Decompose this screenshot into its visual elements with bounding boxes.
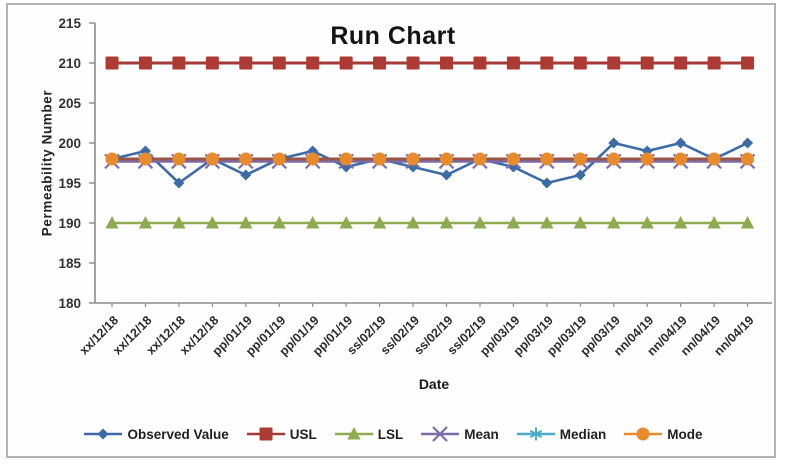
legend-item-mean: Mean [420,425,499,443]
legend-item-usl: USL [246,425,317,443]
legend-label-usl: USL [289,426,317,442]
series-lsl [105,216,755,229]
legend-label-mode: Mode [667,426,703,442]
legend-asterisk-icon [516,427,555,441]
legend-circle-icon [624,427,663,441]
legend-diamond-icon [84,428,123,440]
legend-triangle-icon [334,427,373,440]
legend-square-icon [246,427,285,441]
y-tick-label: 215 [58,16,81,31]
y-tick-label: 180 [58,296,81,311]
legend-label-median: Median [559,426,607,442]
legend-x-icon [421,426,460,442]
series-observed-value [106,137,754,189]
chart-frame [6,3,776,458]
series-usl [105,56,755,70]
y-tick-label: 210 [58,56,81,71]
legend-label-lsl: LSL [377,426,404,442]
x-axis-title: Date [418,376,450,392]
chart-title: Run Chart [330,22,456,50]
series-mode [105,152,755,166]
legend-item-observed-value: Observed Value [83,425,229,443]
legend-item-median: Median [516,425,607,443]
chart-legend: Observed Value USL LSL Mean Median Mode [7,425,779,443]
legend-item-mode: Mode [623,425,703,443]
y-tick-label: 200 [58,136,81,151]
legend-label-mean: Mean [464,426,499,442]
legend-item-lsl: LSL [334,425,404,443]
y-tick-label: 185 [58,256,81,271]
y-tick-label: 195 [58,176,81,191]
y-tick-label: 190 [58,216,81,231]
legend-label-observed-value: Observed Value [127,426,229,442]
y-tick-label: 205 [58,96,81,111]
